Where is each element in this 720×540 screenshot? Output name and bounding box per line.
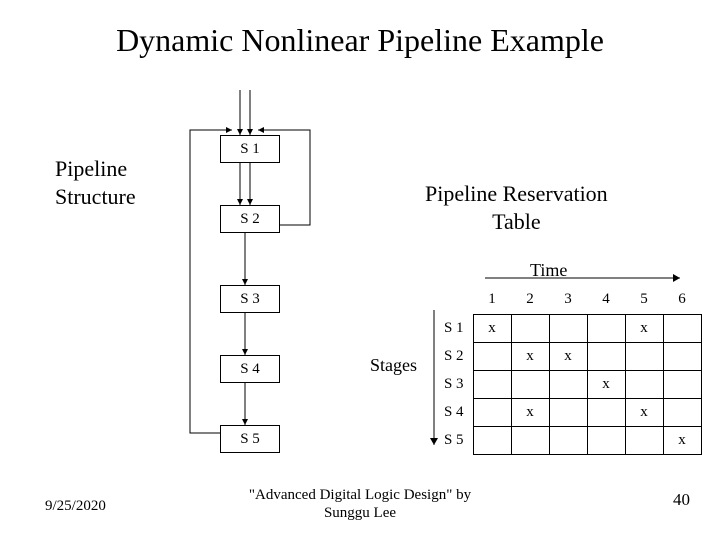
label-reservation-table: Pipeline Reservation Table (425, 180, 608, 235)
stage-box-s5: S 5 (220, 425, 280, 453)
cell (587, 426, 625, 454)
time-col-3: 3 (549, 286, 587, 314)
stage-box-s4: S 4 (220, 355, 280, 383)
stage-box-s3: S 3 (220, 285, 280, 313)
reservation-table: 1 2 3 4 5 6 S 1 x x S 2 x x S 3 x S 4 x (435, 286, 702, 455)
cell (625, 426, 663, 454)
reservation-corner (435, 286, 473, 314)
cell (587, 342, 625, 370)
cell (549, 370, 587, 398)
cell: x (587, 370, 625, 398)
stage-row-label: S 3 (435, 370, 473, 398)
table-row: S 4 x x (435, 398, 701, 426)
cell: x (663, 426, 701, 454)
label-reservation-line2: Table (492, 209, 541, 234)
label-pipeline-structure: Pipeline Structure (55, 155, 136, 210)
cell (549, 398, 587, 426)
stages-axis-arrow (428, 310, 440, 450)
footer-line1: "Advanced Digital Logic Design" by (249, 487, 471, 503)
cell (663, 314, 701, 342)
stage-row-label: S 4 (435, 398, 473, 426)
stage-row-label: S 2 (435, 342, 473, 370)
cell (663, 342, 701, 370)
cell: x (549, 342, 587, 370)
cell (473, 370, 511, 398)
cell: x (625, 398, 663, 426)
cell (549, 314, 587, 342)
cell (473, 342, 511, 370)
table-row: S 3 x (435, 370, 701, 398)
table-row: S 1 x x (435, 314, 701, 342)
label-structure-line1: Pipeline (55, 156, 127, 181)
cell (663, 370, 701, 398)
page-title: Dynamic Nonlinear Pipeline Example (0, 22, 720, 59)
reservation-header-row: 1 2 3 4 5 6 (435, 286, 701, 314)
footer-page-number: 40 (673, 490, 690, 510)
label-reservation-line1: Pipeline Reservation (425, 181, 608, 206)
cell (663, 398, 701, 426)
time-axis-arrow (485, 272, 685, 284)
footer-line2: Sunggu Lee (324, 505, 396, 521)
table-row: S 2 x x (435, 342, 701, 370)
cell (625, 370, 663, 398)
cell (511, 370, 549, 398)
cell (511, 314, 549, 342)
time-col-1: 1 (473, 286, 511, 314)
cell (625, 342, 663, 370)
cell: x (473, 314, 511, 342)
footer-attribution: "Advanced Digital Logic Design" by Sungg… (0, 486, 720, 522)
time-col-5: 5 (625, 286, 663, 314)
label-stages: Stages (370, 355, 417, 376)
cell: x (511, 342, 549, 370)
time-col-6: 6 (663, 286, 701, 314)
stage-row-label: S 5 (435, 426, 473, 454)
cell: x (625, 314, 663, 342)
time-col-2: 2 (511, 286, 549, 314)
cell (549, 426, 587, 454)
cell (587, 314, 625, 342)
cell (587, 398, 625, 426)
time-col-4: 4 (587, 286, 625, 314)
stage-row-label: S 1 (435, 314, 473, 342)
label-structure-line2: Structure (55, 184, 136, 209)
cell (473, 398, 511, 426)
cell (473, 426, 511, 454)
cell (511, 426, 549, 454)
stage-box-s1: S 1 (220, 135, 280, 163)
table-row: S 5 x (435, 426, 701, 454)
stage-box-s2: S 2 (220, 205, 280, 233)
cell: x (511, 398, 549, 426)
